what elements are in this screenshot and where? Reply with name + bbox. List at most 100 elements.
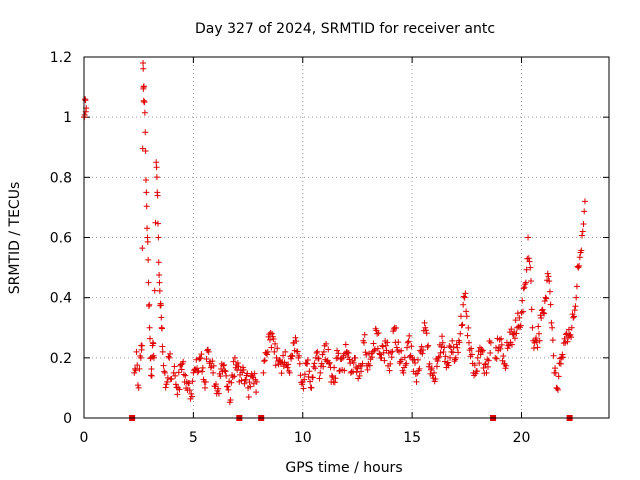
- data-point: [479, 347, 486, 354]
- data-point: [441, 344, 448, 351]
- data-point: [412, 370, 419, 377]
- data-point: [171, 363, 178, 370]
- data-point: [498, 335, 505, 342]
- data-point: [549, 337, 556, 344]
- data-point: [142, 129, 149, 136]
- data-point: [309, 374, 316, 381]
- data-point: [477, 351, 484, 358]
- data-point: [393, 325, 400, 332]
- data-points: [81, 60, 588, 406]
- data-point: [146, 335, 153, 342]
- data-point: [476, 360, 483, 367]
- data-point: [571, 313, 577, 320]
- data-point: [511, 335, 518, 342]
- data-point: [463, 308, 470, 315]
- data-point: [466, 339, 472, 346]
- data-point: [382, 342, 389, 349]
- data-point: [447, 354, 454, 361]
- data-point: [334, 347, 341, 354]
- data-point: [81, 112, 88, 119]
- data-point: [286, 369, 293, 376]
- data-point: [132, 367, 139, 374]
- data-point: [202, 379, 209, 386]
- data-point: [215, 390, 222, 397]
- data-point: [350, 359, 357, 366]
- data-point: [339, 354, 346, 361]
- data-point: [301, 371, 308, 378]
- data-point: [304, 360, 311, 367]
- data-point: [541, 310, 548, 317]
- data-point: [556, 360, 563, 367]
- data-point: [505, 342, 512, 349]
- data-point: [148, 372, 155, 379]
- y-tick-label: 0.2: [50, 351, 72, 367]
- data-point: [386, 367, 393, 374]
- data-point: [438, 343, 445, 350]
- data-point: [542, 294, 549, 301]
- data-point: [148, 365, 155, 372]
- data-point: [166, 354, 173, 361]
- data-point: [422, 327, 429, 334]
- data-point: [514, 310, 521, 317]
- data-point: [285, 361, 292, 368]
- data-point: [210, 362, 217, 369]
- data-point: [194, 369, 201, 376]
- data-point: [413, 378, 420, 385]
- data-point: [554, 386, 561, 393]
- data-point: [336, 368, 343, 375]
- data-point: [518, 309, 525, 316]
- data-point: [455, 349, 462, 356]
- data-point: [241, 380, 248, 387]
- data-point: [580, 221, 587, 228]
- data-point: [260, 369, 267, 376]
- data-point: [253, 389, 260, 396]
- data-point: [376, 350, 383, 357]
- data-point: [479, 348, 486, 355]
- data-point: [235, 363, 242, 370]
- data-point: [137, 354, 144, 361]
- data-point: [167, 350, 174, 357]
- data-point: [261, 357, 268, 364]
- data-point: [468, 351, 475, 358]
- data-point: [359, 360, 366, 367]
- data-point: [555, 373, 562, 380]
- data-point: [458, 322, 465, 329]
- data-point: [272, 340, 279, 347]
- data-point: [180, 358, 187, 365]
- data-point: [210, 369, 217, 376]
- data-point: [335, 350, 342, 357]
- data-point: [355, 375, 362, 382]
- data-point: [154, 192, 161, 199]
- data-point: [172, 372, 179, 379]
- y-axis-label: SRMTID / TECUs: [7, 182, 23, 295]
- data-point: [144, 225, 151, 232]
- data-point: [525, 234, 532, 241]
- data-point: [545, 273, 552, 280]
- data-point: [484, 356, 491, 363]
- data-point: [393, 344, 400, 351]
- data-point: [554, 385, 561, 392]
- data-point: [361, 339, 367, 346]
- data-point: [263, 350, 270, 357]
- data-point: [356, 372, 363, 379]
- data-point: [326, 359, 333, 366]
- data-point: [310, 363, 317, 370]
- data-point: [203, 356, 210, 363]
- data-point: [431, 369, 437, 376]
- data-point: [398, 347, 405, 354]
- data-point: [245, 394, 252, 401]
- data-point: [388, 354, 395, 361]
- data-point: [516, 314, 523, 321]
- data-point: [304, 356, 311, 363]
- data-point: [156, 279, 163, 286]
- data-point: [165, 353, 172, 360]
- data-point: [193, 356, 200, 363]
- data-point: [395, 339, 402, 346]
- data-point: [525, 255, 532, 262]
- data-point: [498, 341, 505, 348]
- data-point: [135, 384, 142, 391]
- data-point: [315, 355, 322, 362]
- y-tick-label: 0.8: [50, 170, 72, 186]
- data-point: [307, 378, 314, 385]
- data-point: [445, 362, 452, 369]
